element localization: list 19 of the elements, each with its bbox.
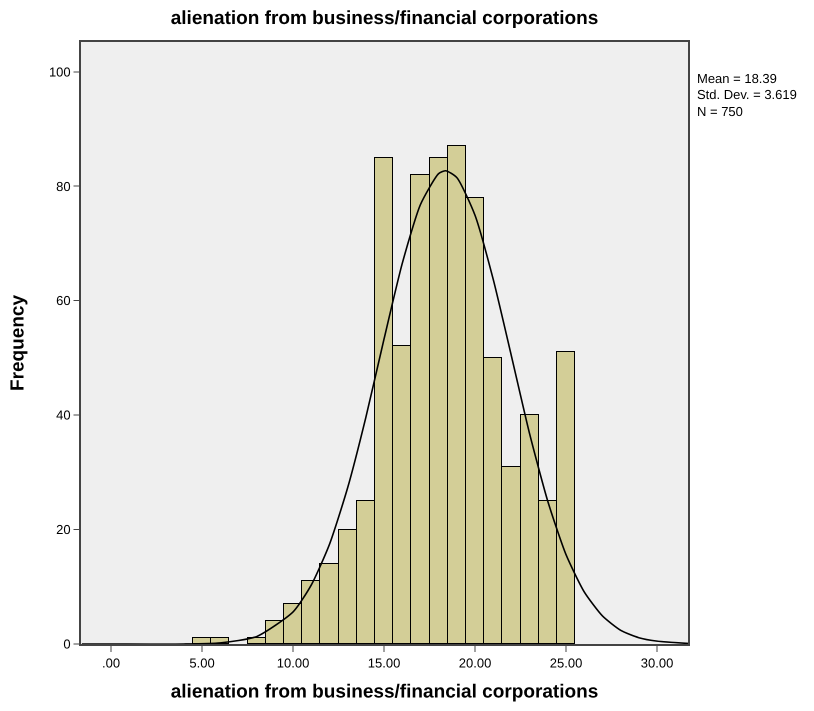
x-tick-label: .00 [102, 655, 120, 670]
x-tick-label: 20.00 [458, 655, 492, 670]
text: Mean = 18.39 [697, 71, 777, 86]
y-axis-title: Frequency [7, 294, 28, 392]
x-axis-title: alienation from business/financial corporations [170, 682, 598, 703]
y-tick-label: 80 [56, 178, 71, 194]
x-tick-label: 15.00 [368, 655, 400, 670]
text: N = 750 [697, 104, 743, 119]
y-tick-label: 0 [63, 636, 71, 652]
x-tick-label: 10.00 [276, 655, 310, 670]
chart-title: alienation from business/financial corporations [170, 8, 598, 29]
y-tick-label: 40 [56, 408, 71, 423]
x-tick-label: 25.00 [550, 655, 582, 670]
y-tick-label: 60 [56, 293, 71, 308]
x-tick-label: 30.00 [640, 655, 674, 670]
text: Std. Dev. = 3.619 [697, 87, 797, 102]
y-tick-label: 100 [48, 64, 71, 80]
y-tick-label: 20 [56, 522, 71, 538]
x-tick-label: 5.00 [189, 655, 215, 670]
